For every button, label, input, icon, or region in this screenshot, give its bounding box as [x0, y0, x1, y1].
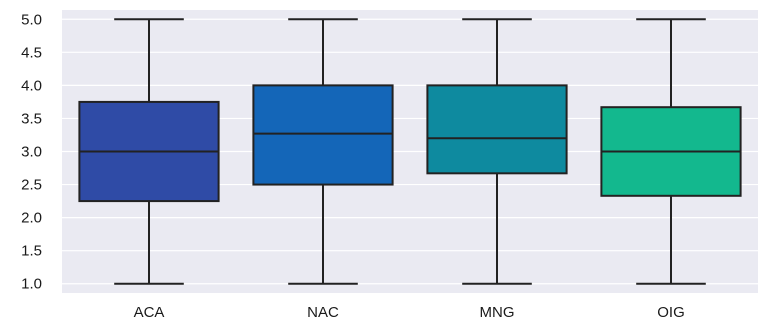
y-tick-label: 1.5: [21, 243, 42, 260]
box-oig: [600, 18, 742, 285]
box-aca: [78, 18, 220, 285]
x-axis-tick-labels: ACA NAC MNG OIG: [134, 304, 685, 320]
x-tick-label-oig: OIG: [657, 304, 685, 320]
y-tick-label: 1.0: [21, 276, 42, 293]
y-tick-label: 2.5: [21, 177, 42, 194]
iqr-box: [252, 84, 394, 186]
iqr-box: [426, 84, 568, 175]
box-mng: [426, 18, 568, 285]
y-axis-tick-labels: 1.0 1.5 2.0 2.5 3.0 3.5 4.0 4.5 5.0: [21, 11, 42, 292]
box-nac: [252, 18, 394, 285]
y-tick-label: 3.0: [21, 144, 42, 161]
y-tick-label: 3.5: [21, 110, 42, 127]
y-tick-label: 4.5: [21, 44, 42, 61]
y-tick-label: 5.0: [21, 11, 42, 28]
x-tick-label-nac: NAC: [307, 304, 339, 320]
x-tick-label-mng: MNG: [480, 304, 515, 320]
boxes: [78, 18, 742, 285]
y-tick-label: 4.0: [21, 77, 42, 94]
x-tick-label-aca: ACA: [134, 304, 165, 320]
y-tick-label: 2.0: [21, 210, 42, 227]
